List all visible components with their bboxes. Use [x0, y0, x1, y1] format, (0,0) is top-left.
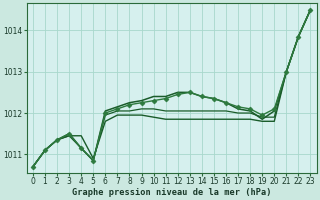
X-axis label: Graphe pression niveau de la mer (hPa): Graphe pression niveau de la mer (hPa) — [72, 188, 271, 197]
